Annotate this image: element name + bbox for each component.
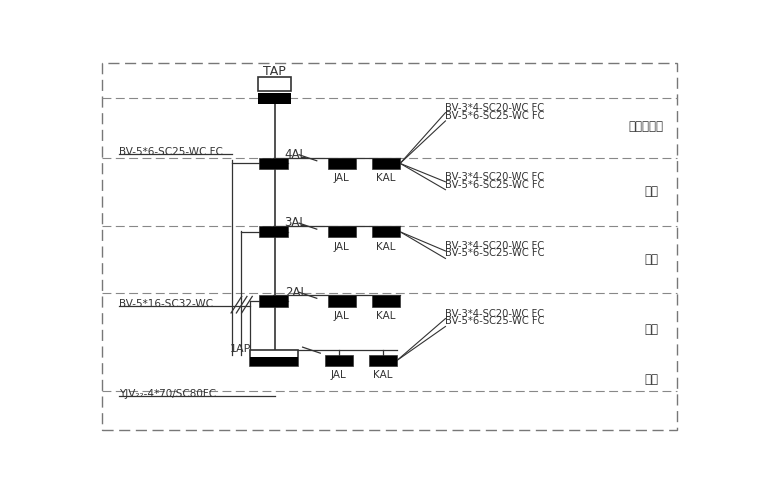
Text: JAL: JAL xyxy=(331,370,347,381)
Text: 电梯机房层: 电梯机房层 xyxy=(629,121,663,133)
Text: 四层: 四层 xyxy=(644,185,659,199)
Text: BV-3*4-SC20-WC FC: BV-3*4-SC20-WC FC xyxy=(445,172,545,182)
Text: 二层: 二层 xyxy=(644,323,659,336)
Bar xyxy=(258,93,291,103)
Bar xyxy=(258,158,288,169)
Text: 3AL: 3AL xyxy=(285,216,306,229)
Bar xyxy=(328,226,356,238)
Text: BV-5*6-SC25-WC FC: BV-5*6-SC25-WC FC xyxy=(445,317,545,326)
Bar xyxy=(258,295,288,306)
Bar xyxy=(250,357,298,366)
Text: KAL: KAL xyxy=(376,242,396,251)
Bar xyxy=(372,295,400,306)
Bar xyxy=(250,350,298,366)
Text: JAL: JAL xyxy=(334,173,350,183)
Text: BV-3*4-SC20-WC FC: BV-3*4-SC20-WC FC xyxy=(445,102,545,113)
Text: BV-5*6-SC25-WC FC: BV-5*6-SC25-WC FC xyxy=(445,248,545,259)
Text: BV-3*4-SC20-WC FC: BV-3*4-SC20-WC FC xyxy=(445,308,545,319)
Bar xyxy=(372,226,400,238)
Bar xyxy=(258,226,288,238)
Text: JAL: JAL xyxy=(334,242,350,251)
Bar xyxy=(258,77,291,91)
Text: TAP: TAP xyxy=(263,65,286,78)
Text: 4AL: 4AL xyxy=(285,148,306,161)
Text: JAL: JAL xyxy=(334,311,350,321)
Text: BV-3*4-SC20-WC FC: BV-3*4-SC20-WC FC xyxy=(445,241,545,251)
Bar xyxy=(328,158,356,169)
Text: 一层: 一层 xyxy=(644,373,659,386)
Text: YJV₂₂-4*70/SC80FC: YJV₂₂-4*70/SC80FC xyxy=(119,389,216,399)
Text: 2AL: 2AL xyxy=(285,286,306,299)
Text: KAL: KAL xyxy=(376,173,396,183)
Text: 三层: 三层 xyxy=(644,253,659,266)
Bar xyxy=(328,295,356,306)
Bar xyxy=(372,158,400,169)
Text: BV-5*6-SC25-WC FC: BV-5*6-SC25-WC FC xyxy=(119,147,223,157)
Bar xyxy=(325,355,353,366)
Text: 1AP: 1AP xyxy=(230,344,251,354)
Text: BV-5*16-SC32-WC: BV-5*16-SC32-WC xyxy=(119,299,213,308)
Bar xyxy=(369,355,397,366)
Text: BV-5*6-SC25-WC FC: BV-5*6-SC25-WC FC xyxy=(445,111,545,121)
Text: KAL: KAL xyxy=(376,311,396,321)
Text: KAL: KAL xyxy=(373,370,393,381)
Text: BV-5*6-SC25-WC FC: BV-5*6-SC25-WC FC xyxy=(445,180,545,190)
